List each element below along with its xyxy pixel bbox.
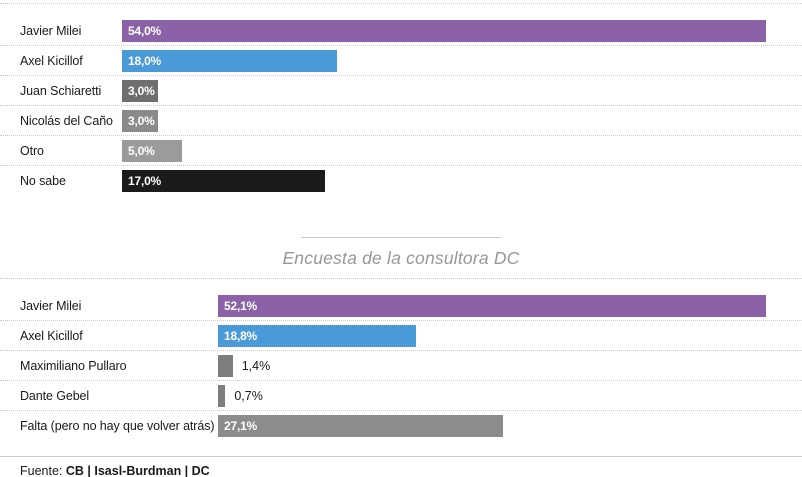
bar-area: 5,0% [122,140,766,162]
candidate-label: No sabe [20,174,66,188]
bar-area: 18,0% [122,50,766,72]
candidate-label: Maximiliano Pullaro [20,359,127,373]
chart-title: Encuesta de la consultora DC [282,248,520,268]
bar-value: 17,0% [128,174,162,188]
title-divider [301,237,501,238]
candidate-label: Axel Kicillof [20,54,83,68]
bar-value: 52,1% [224,299,258,313]
bar [218,355,233,377]
bar: 17,0% [122,170,325,192]
bar-area: 52,1% [218,295,766,317]
bar-area: 54,0% [122,20,766,42]
bar: 3,0% [122,80,158,102]
candidate-label: Nicolás del Caño [20,114,113,128]
bar: 52,1% [218,295,766,317]
bar: 54,0% [122,20,766,42]
bar-row: No sabe 17,0% [0,166,802,195]
candidate-label: Axel Kicillof [20,329,83,343]
bar-row: Maximiliano Pullaro 1,4% [0,351,802,381]
bar-area: 17,0% [122,170,766,192]
bar-value: 27,1% [224,419,258,433]
bar: 3,0% [122,110,158,132]
bar: 5,0% [122,140,182,162]
candidate-label: Dante Gebel [20,389,90,403]
bar-area: 27,1% [218,415,766,437]
bar-row: Axel Kicillof 18,0% [0,46,802,76]
bar-area: 18,8% [218,325,766,347]
bar-row: Javier Milei 52,1% [0,291,802,321]
candidate-label: Falta (pero no hay que volver atrás) [20,419,215,433]
bar-area: 0,7% [218,385,766,407]
bar: 18,0% [122,50,337,72]
bar-row: Dante Gebel 0,7% [0,381,802,411]
bar-value: 3,0% [128,84,155,98]
bar-row: Javier Milei 54,0% [0,16,802,46]
bar-value: 1,4% [241,359,271,373]
bar-value: 54,0% [128,24,162,38]
chart-2-header: Encuesta de la consultora DC [0,237,802,269]
candidate-label: Otro [20,144,44,158]
bar-row: Nicolás del Caño 3,0% [0,106,802,136]
bar-area: 1,4% [218,355,766,377]
bar-value: 5,0% [128,144,155,158]
bar: 27,1% [218,415,504,437]
bar: 18,8% [218,325,416,347]
chart-poll-2: Javier Milei 52,1% Axel Kicillof 18,8% Maxim… [0,278,802,440]
bar-row: Juan Schiaretti 3,0% [0,76,802,106]
source-footer: Fuente: CB | Isasl-Burdman | DC [0,456,802,477]
candidate-label: Javier Milei [20,24,82,38]
bar-value: 18,0% [128,54,162,68]
bar-area: 3,0% [122,110,766,132]
source-text: CB | Isasl-Burdman | DC [65,464,210,477]
source-prefix: Fuente: [20,464,66,477]
bar [218,385,226,407]
bar-row: Otro 5,0% [0,136,802,166]
chart-poll-1: Javier Milei 54,0% Axel Kicillof 18,0% Juan … [0,3,802,195]
bar-value: 3,0% [128,114,155,128]
bar-row: Axel Kicillof 18,8% [0,321,802,351]
bar-area: 3,0% [122,80,766,102]
bar-value: 0,7% [234,389,263,403]
bar-value: 18,8% [224,329,258,343]
bar-row: Falta (pero no hay que volver atrás) 27,1… [0,411,802,440]
candidate-label: Juan Schiaretti [20,84,102,98]
candidate-label: Javier Milei [20,299,82,313]
